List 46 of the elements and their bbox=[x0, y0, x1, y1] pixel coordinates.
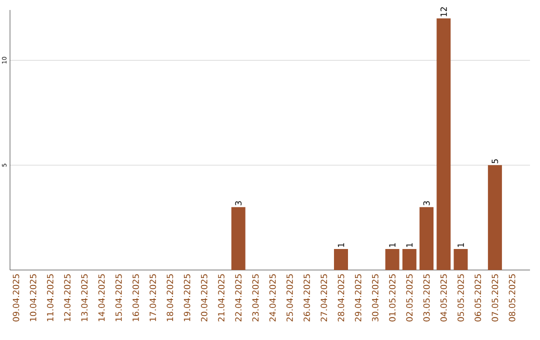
bar bbox=[334, 249, 348, 270]
bar bbox=[454, 249, 468, 270]
bar bbox=[231, 207, 246, 270]
data-label: 1 bbox=[338, 243, 344, 247]
x-tick-label: 29.04.2025 bbox=[354, 274, 362, 322]
x-tick-label: 06.05.2025 bbox=[474, 274, 482, 322]
bar bbox=[488, 165, 502, 270]
data-label: 1 bbox=[389, 243, 396, 247]
data-label: 1 bbox=[458, 243, 464, 247]
bar bbox=[420, 207, 434, 270]
data-label: 1 bbox=[406, 243, 412, 247]
x-tick-label: 25.04.2025 bbox=[286, 274, 293, 322]
x-tick-label: 15.04.2025 bbox=[115, 274, 122, 322]
x-tick-label: 18.04.2025 bbox=[166, 274, 174, 322]
data-label: 5 bbox=[492, 159, 498, 164]
bar bbox=[385, 249, 400, 270]
x-tick-label: 14.04.2025 bbox=[98, 274, 105, 322]
x-tick-label: 20.04.2025 bbox=[200, 274, 208, 322]
x-tick-label: 13.04.2025 bbox=[81, 274, 88, 322]
x-tick-label: 23.04.2025 bbox=[252, 274, 259, 322]
x-tick-label: 27.04.2025 bbox=[320, 274, 328, 322]
x-tick-label: 02.05.2025 bbox=[406, 274, 413, 322]
data-label: 12 bbox=[440, 7, 447, 16]
x-tick-label: 22.04.2025 bbox=[235, 274, 242, 322]
x-tick-label: 21.04.2025 bbox=[218, 274, 224, 322]
x-tick-label: 08.05.2025 bbox=[508, 274, 516, 322]
x-tick-label: 03.05.2025 bbox=[423, 274, 430, 322]
bar bbox=[436, 18, 451, 270]
x-tick-label: 12.04.2025 bbox=[64, 274, 71, 322]
x-tick-label: 16.04.2025 bbox=[132, 274, 139, 322]
data-label: 3 bbox=[235, 201, 242, 206]
x-tick-label: 26.04.2025 bbox=[304, 274, 310, 322]
x-tick-label: 17.04.2025 bbox=[150, 274, 156, 322]
x-tick-label: 10.04.2025 bbox=[30, 274, 36, 322]
x-tick-label: 09.04.2025 bbox=[12, 274, 20, 322]
x-tick-label: 28.04.2025 bbox=[338, 274, 344, 322]
x-tick-label: 11.04.2025 bbox=[47, 274, 54, 322]
x-tick-label: 19.04.2025 bbox=[184, 274, 190, 322]
x-tick-label: 04.05.2025 bbox=[440, 274, 447, 322]
bar bbox=[402, 249, 416, 270]
x-tick-label: 30.04.2025 bbox=[372, 274, 378, 322]
x-tick-label: 05.05.2025 bbox=[458, 274, 464, 322]
x-tick-label: 01.05.2025 bbox=[389, 274, 396, 322]
data-label: 3 bbox=[423, 201, 430, 206]
x-tick-label: 24.04.2025 bbox=[269, 274, 276, 322]
x-tick-label: 07.05.2025 bbox=[492, 274, 498, 322]
